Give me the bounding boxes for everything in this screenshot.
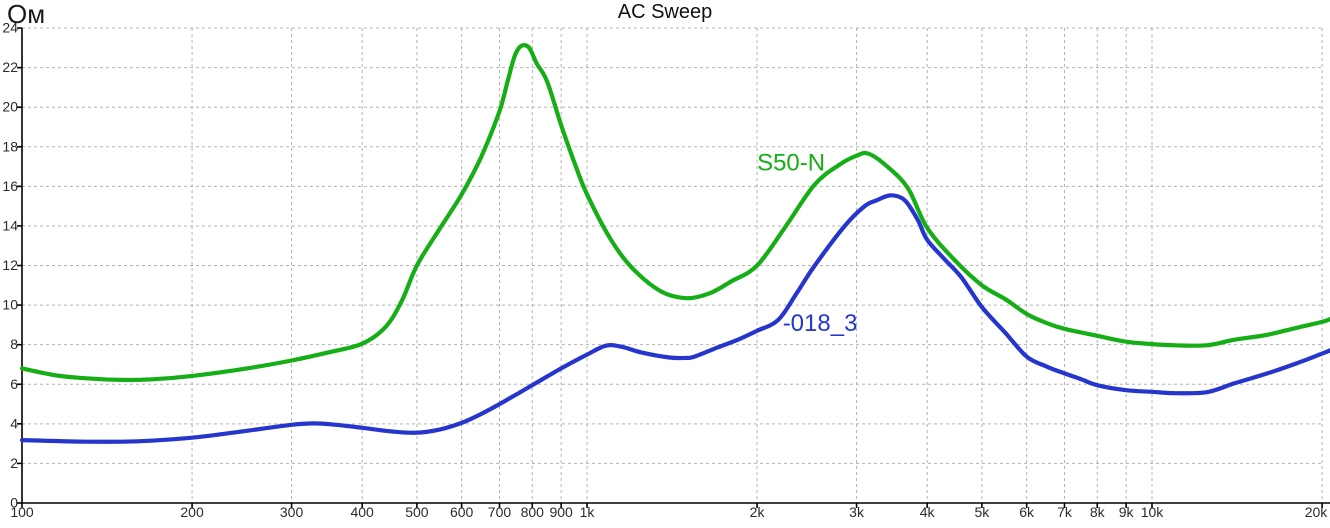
curve--018_3 <box>19 193 1330 444</box>
y-tick-label: 20 <box>2 99 18 115</box>
x-tick-label: 2k <box>750 504 766 520</box>
x-tick-label: 300 <box>280 504 304 520</box>
y-tick-label: 4 <box>10 415 18 431</box>
y-tick-label: 2 <box>10 455 18 471</box>
y-tick-label: 16 <box>2 178 18 194</box>
curve-label--018_3: -018_3 <box>783 310 858 337</box>
y-axis-unit-label: Ом <box>7 0 46 29</box>
x-tick-label: 8k <box>1090 504 1106 520</box>
x-tick-label: 3k <box>849 504 865 520</box>
x-tick-label: 4k <box>920 504 936 520</box>
gridlines <box>22 27 1323 503</box>
x-tick-label: 800 <box>521 504 545 520</box>
y-tick-label: 12 <box>2 257 18 273</box>
tick-labels: 100 200 300 400 500 600 700 800 900 1k 2k 3k 4k 5k 6k 7… <box>2 20 1328 520</box>
x-tick-label: 200 <box>180 504 204 520</box>
x-tick-label: 400 <box>350 504 374 520</box>
x-tick-label: 5k <box>975 504 991 520</box>
x-tick-label: 20k <box>1305 504 1329 520</box>
y-tick-label: 14 <box>2 217 18 233</box>
x-tick-label: 6k <box>1019 504 1035 520</box>
x-tick-label: 600 <box>450 504 474 520</box>
axes <box>17 27 1330 508</box>
x-tick-label: 7k <box>1057 504 1073 520</box>
y-tick-label: 22 <box>2 59 18 75</box>
x-tick-label: 900 <box>549 504 573 520</box>
x-tick-label: 1k <box>580 504 596 520</box>
y-tick-label: 18 <box>2 138 18 154</box>
curve-label-S50-N: S50-N <box>757 150 825 177</box>
y-tick-label: 0 <box>10 495 18 511</box>
y-tick-label: 6 <box>10 376 18 392</box>
x-tick-label: 700 <box>488 504 512 520</box>
y-tick-label: 24 <box>2 20 18 36</box>
y-tick-label: 10 <box>2 297 18 313</box>
x-tick-label: 500 <box>405 504 429 520</box>
x-tick-label: 100 <box>10 504 34 520</box>
chart-title: AC Sweep <box>617 1 713 23</box>
y-tick-label: 8 <box>10 336 18 352</box>
x-tick-label: 9k <box>1119 504 1135 520</box>
x-tick-label: 10k <box>1141 504 1165 520</box>
curve-S50-N <box>19 43 1330 383</box>
